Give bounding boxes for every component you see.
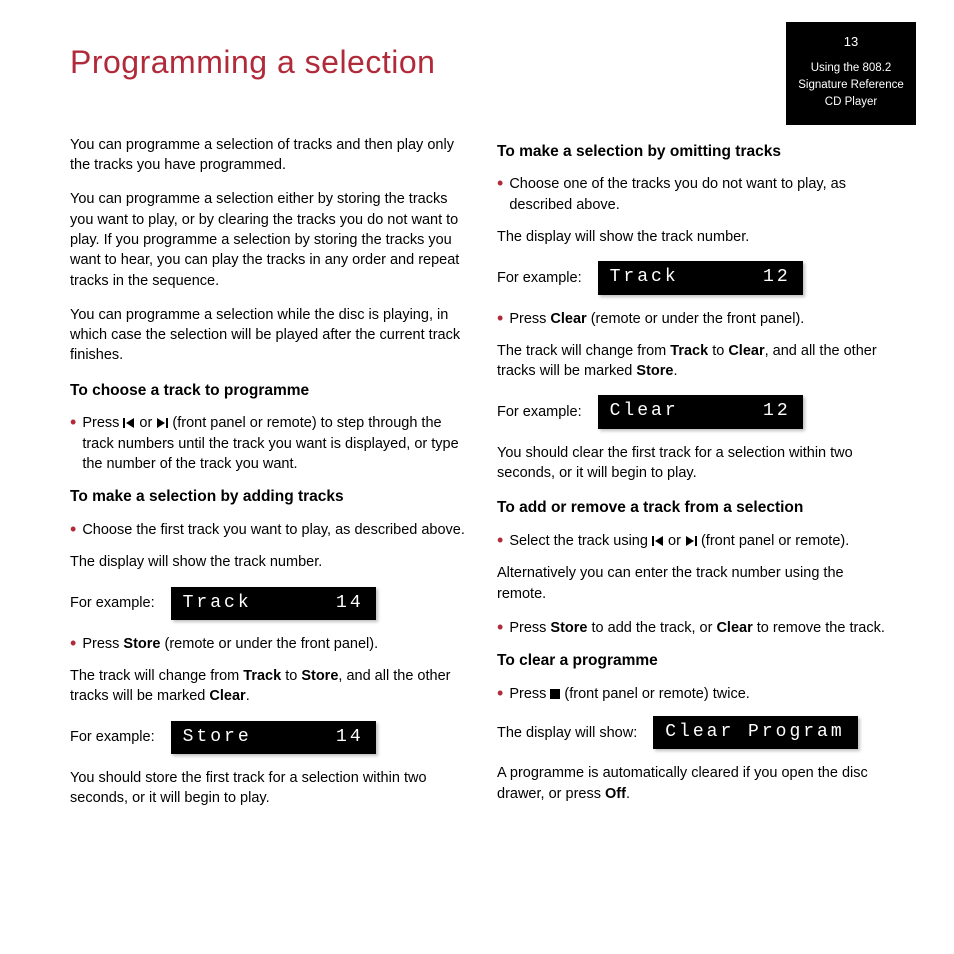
lcd-text-left: Track <box>610 265 679 290</box>
lcd-text-right: 12 <box>763 265 791 290</box>
lcd-text-right: 14 <box>336 725 364 750</box>
section-heading: To make a selection by adding tracks <box>70 486 467 508</box>
intro-para: You can programme a selection while the … <box>70 305 467 366</box>
section-heading: To add or remove a track from a selectio… <box>497 497 894 519</box>
bullet-dot-icon: • <box>497 174 503 215</box>
section-heading: To make a selection by omitting tracks <box>497 141 894 163</box>
stop-icon <box>550 689 560 699</box>
body-text: Alternatively you can enter the track nu… <box>497 563 894 604</box>
sidebar-line: CD Player <box>825 96 877 108</box>
bullet-text: Press Store (remote or under the front p… <box>82 634 467 654</box>
bullet-dot-icon: • <box>497 684 503 704</box>
lcd-example-row: The display will show: Clear Program <box>497 716 894 749</box>
prev-track-icon <box>652 536 664 546</box>
lcd-display: Clear Program <box>653 716 858 749</box>
lcd-text-left: Clear <box>610 399 679 424</box>
bullet-text: Press Clear (remote or under the front p… <box>509 309 894 329</box>
lcd-example-row: For example: Clear 12 <box>497 395 894 428</box>
intro-para: You can programme a selection of tracks … <box>70 135 467 176</box>
body-text: A programme is automatically cleared if … <box>497 763 894 804</box>
header-row: Programming a selection <box>70 40 894 85</box>
sidebar-line: Signature Reference <box>798 79 903 91</box>
next-track-icon <box>156 418 168 428</box>
body-text: The track will change from Track to Clea… <box>497 341 894 382</box>
body-text: The track will change from Track to Stor… <box>70 666 467 707</box>
content-columns: You can programme a selection of tracks … <box>70 135 894 823</box>
bullet-text: Press Store to add the track, or Clear t… <box>509 618 894 638</box>
intro-para: You can programme a selection either by … <box>70 189 467 290</box>
bullet-dot-icon: • <box>70 520 76 540</box>
section-heading: To clear a programme <box>497 650 894 672</box>
body-text: The display will show the track number. <box>497 227 894 247</box>
lcd-text-right: 12 <box>763 399 791 424</box>
bullet-dot-icon: • <box>70 634 76 654</box>
lcd-example-row: For example: Track 12 <box>497 261 894 294</box>
bullet-text: Choose one of the tracks you do not want… <box>509 174 894 215</box>
example-label: For example: <box>70 593 155 613</box>
bullet-item: • Select the track using or (front panel… <box>497 531 894 551</box>
page-number: 13 <box>794 32 908 52</box>
bullet-dot-icon: • <box>497 309 503 329</box>
sidebar-line: Using the 808.2 <box>811 62 892 74</box>
bullet-item: • Press Store (remote or under the front… <box>70 634 467 654</box>
bullet-item: • Choose the first track you want to pla… <box>70 520 467 540</box>
body-text: You should store the first track for a s… <box>70 768 467 809</box>
next-track-icon <box>685 536 697 546</box>
bullet-text: Select the track using or (front panel o… <box>509 531 894 551</box>
show-label: The display will show: <box>497 723 637 743</box>
lcd-text-right: 14 <box>336 591 364 616</box>
example-label: For example: <box>497 268 582 288</box>
right-column: To make a selection by omitting tracks •… <box>497 135 894 823</box>
bullet-item: • Press or (front panel or remote) to st… <box>70 413 467 474</box>
example-label: For example: <box>497 402 582 422</box>
page-info-box: 13 Using the 808.2 Signature Reference C… <box>786 22 916 125</box>
bullet-dot-icon: • <box>497 531 503 551</box>
bullet-item: • Press Store to add the track, or Clear… <box>497 618 894 638</box>
left-column: You can programme a selection of tracks … <box>70 135 467 823</box>
prev-track-icon <box>123 418 135 428</box>
lcd-display: Clear 12 <box>598 395 803 428</box>
bullet-text: Choose the first track you want to play,… <box>82 520 467 540</box>
bullet-item: • Press Clear (remote or under the front… <box>497 309 894 329</box>
page-title: Programming a selection <box>70 40 435 85</box>
bullet-dot-icon: • <box>70 413 76 474</box>
bullet-text: Press (front panel or remote) twice. <box>509 684 894 704</box>
body-text: You should clear the first track for a s… <box>497 443 894 484</box>
bullet-text: Press or (front panel or remote) to step… <box>82 413 467 474</box>
example-label: For example: <box>70 727 155 747</box>
lcd-example-row: For example: Track 14 <box>70 587 467 620</box>
bullet-dot-icon: • <box>497 618 503 638</box>
lcd-display: Store 14 <box>171 721 376 754</box>
lcd-text-left: Track <box>183 591 252 616</box>
lcd-example-row: For example: Store 14 <box>70 721 467 754</box>
lcd-display: Track 12 <box>598 261 803 294</box>
body-text: The display will show the track number. <box>70 552 467 572</box>
lcd-text-left: Store <box>183 725 252 750</box>
section-heading: To choose a track to programme <box>70 380 467 402</box>
bullet-item: • Choose one of the tracks you do not wa… <box>497 174 894 215</box>
bullet-item: • Press (front panel or remote) twice. <box>497 684 894 704</box>
lcd-display: Track 14 <box>171 587 376 620</box>
lcd-text: Clear Program <box>665 720 844 745</box>
